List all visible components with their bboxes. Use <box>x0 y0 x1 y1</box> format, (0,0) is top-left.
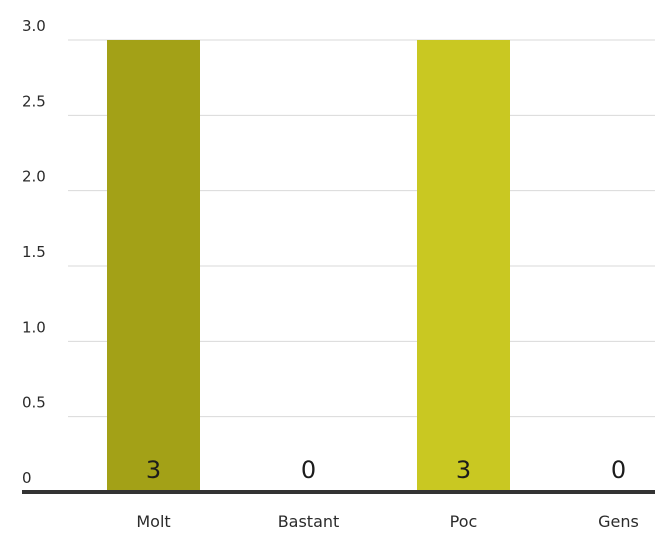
x-tick-label: Gens <box>598 512 639 531</box>
data-label: 0 <box>611 456 626 484</box>
data-label: 3 <box>146 456 161 484</box>
bar <box>417 40 510 492</box>
y-tick-label: 2.0 <box>22 168 46 186</box>
y-tick-label: 0 <box>22 469 32 487</box>
bar <box>107 40 200 492</box>
y-tick-label: 0.5 <box>22 394 46 412</box>
y-tick-label: 1.0 <box>22 318 46 336</box>
x-axis-category-labels: Molt Bastant Poc Gens <box>136 512 639 531</box>
data-label: 3 <box>456 456 471 484</box>
data-label: 0 <box>301 456 316 484</box>
y-tick-label: 3.0 <box>22 17 46 35</box>
y-axis-tick-labels: 0 0.5 1.0 1.5 2.0 2.5 3.0 <box>22 17 46 487</box>
y-tick-label: 1.5 <box>22 243 46 261</box>
x-tick-label: Molt <box>136 512 170 531</box>
y-tick-label: 2.5 <box>22 92 46 110</box>
x-tick-label: Poc <box>450 512 478 531</box>
bar-layer <box>107 40 510 492</box>
x-tick-label: Bastant <box>278 512 340 531</box>
value-label-layer: 3 0 3 0 <box>146 456 626 484</box>
